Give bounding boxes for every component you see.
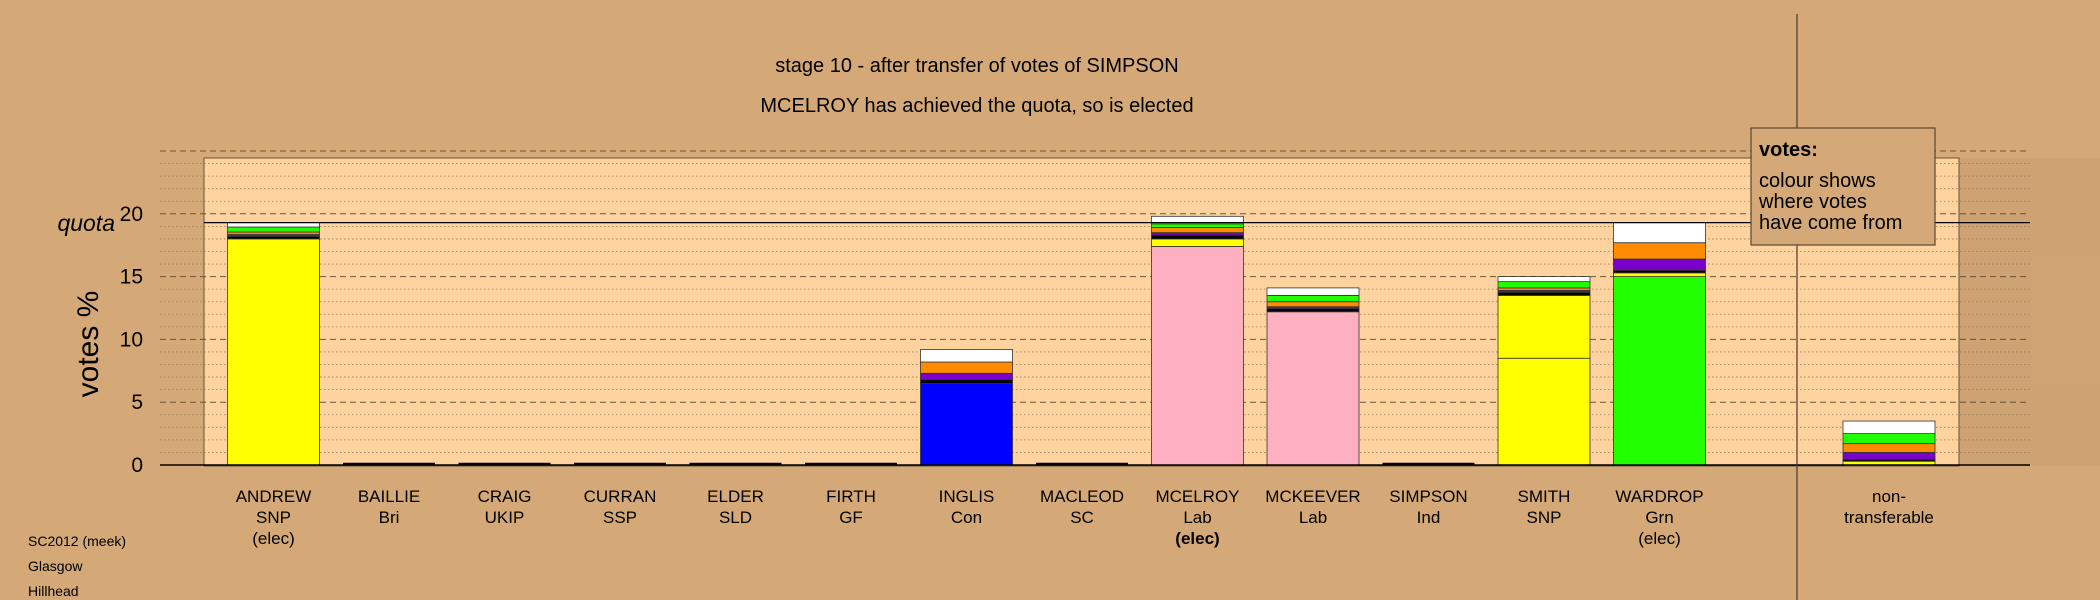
chart-title: stage 10 - after transfer of votes of SI…	[775, 55, 1179, 77]
candidate-label-curran: CURRAN	[584, 487, 657, 506]
candidate-label-mckeever: MCKEEVER	[1265, 487, 1360, 506]
legend-frame	[1750, 127, 1936, 246]
footer-ward: Hillhead	[28, 583, 79, 599]
bar-segment-mckeever	[1266, 295, 1360, 303]
bar-segment-andrew	[227, 238, 320, 466]
candidate-label-mcelroy: (elec)	[1175, 529, 1219, 548]
bar-segment-smith	[1497, 276, 1591, 283]
quota-label: quota	[57, 210, 115, 236]
candidate-label-mckeever: Lab	[1299, 508, 1327, 527]
candidate-label-andrew: (elec)	[252, 529, 295, 548]
bar-segment-andrew	[227, 222, 320, 228]
candidate-label-nontransferable: non-	[1872, 487, 1906, 506]
right-shade	[1959, 158, 2100, 466]
candidate-label-elder: SLD	[719, 508, 752, 527]
bar-segment-wardrop	[1613, 272, 1706, 278]
candidate-label-baillie: Bri	[379, 508, 400, 527]
candidate-label-mcelroy: Lab	[1183, 508, 1211, 527]
bar-segment-inglis	[920, 361, 1013, 374]
legend-title: votes:	[1759, 139, 1818, 161]
candidate-label-macleod: SC	[1070, 508, 1094, 527]
y-tick-label: 10	[120, 328, 143, 351]
candidate-label-wardrop: (elec)	[1638, 529, 1681, 548]
bar-segment-mckeever	[1266, 311, 1360, 466]
bar-segment-nontransferable	[1842, 420, 1936, 435]
bar-segment-mcelroy	[1151, 223, 1244, 229]
candidate-label-andrew: SNP	[256, 508, 291, 527]
bar-segment-mcelroy	[1151, 246, 1244, 466]
y-tick-label: 0	[131, 454, 143, 477]
candidate-label-nontransferable: transferable	[1844, 508, 1934, 527]
y-tick-label: 15	[120, 266, 143, 289]
candidate-label-inglis: Con	[951, 508, 982, 527]
candidate-label-macleod: MACLEOD	[1040, 487, 1124, 506]
y-ticks: 0 5 10 15 20	[120, 203, 143, 477]
y-tick-label: 20	[120, 203, 143, 226]
candidate-label-firth: FIRTH	[826, 487, 876, 506]
bar-segment-mcelroy	[1151, 215, 1244, 225]
legend-box: votes: colour shows where votes have com…	[1750, 127, 1936, 246]
y-tick-label: 5	[131, 391, 143, 414]
candidate-label-wardrop: Grn	[1645, 508, 1673, 527]
candidate-label-simpson: SIMPSON	[1389, 487, 1467, 506]
candidate-label-simpson: Ind	[1417, 508, 1441, 527]
bars	[227, 215, 1936, 466]
bar-segment-mcelroy	[1151, 238, 1244, 247]
bar-segment-inglis	[920, 372, 1013, 380]
candidate-label-mcelroy: MCELROY	[1155, 487, 1239, 506]
bar-segment-andrew	[227, 226, 320, 233]
legend-line: have come from	[1759, 212, 1902, 234]
bar-segment-mckeever	[1266, 287, 1360, 296]
candidate-label-craig: CRAIG	[478, 487, 532, 506]
candidate-label-inglis: INGLIS	[939, 487, 995, 506]
candidate-label-firth: GF	[839, 508, 863, 527]
candidate-label-smith: SMITH	[1518, 487, 1571, 506]
legend-line: colour shows	[1759, 170, 1876, 192]
bar-segment-inglis	[920, 349, 1013, 363]
bar-segment-smith	[1497, 357, 1591, 466]
bar-segment-mckeever	[1266, 301, 1360, 308]
bar-segment-mcelroy	[1151, 227, 1244, 234]
grid-lines	[160, 150, 2030, 453]
bar-segment-inglis	[920, 382, 1013, 466]
candidate-label-baillie: BAILLIE	[358, 487, 420, 506]
candidate-label-andrew: ANDREW	[236, 487, 312, 506]
legend-line: where votes	[1758, 191, 1867, 213]
candidate-label-craig: UKIP	[485, 508, 525, 527]
bar-segment-smith	[1497, 295, 1591, 359]
bar-segment-smith	[1497, 281, 1591, 289]
bar-segment-wardrop	[1613, 258, 1706, 271]
bar-segment-wardrop	[1613, 276, 1706, 466]
candidate-label-elder: ELDER	[707, 487, 764, 506]
footer-method: SC2012 (meek)	[28, 533, 126, 549]
candidate-label-wardrop: WARDROP	[1615, 487, 1703, 506]
bar-segment-wardrop	[1613, 242, 1706, 260]
bar-segment-smith	[1497, 291, 1591, 296]
footer-council: Glasgow	[28, 558, 83, 574]
bar-segment-wardrop	[1613, 222, 1706, 244]
chart-subtitle: MCELROY has achieved the quota, so is el…	[760, 95, 1193, 117]
bar-segment-mckeever	[1266, 308, 1360, 313]
bar-segment-nontransferable	[1842, 433, 1936, 445]
candidate-label-smith: SNP	[1527, 508, 1562, 527]
y-axis-label: votes %	[72, 291, 105, 398]
bar-segment-nontransferable	[1842, 443, 1936, 453]
candidate-labels: ANDREW SNP (elec) BAILLIE Bri CRAIG UKIP CURRAN…	[236, 487, 1934, 548]
candidate-label-curran: SSP	[603, 508, 637, 527]
bar-segment-inglis	[920, 379, 1013, 384]
bar-segment-nontransferable	[1842, 452, 1936, 460]
bar-segment-mcelroy	[1151, 234, 1244, 240]
